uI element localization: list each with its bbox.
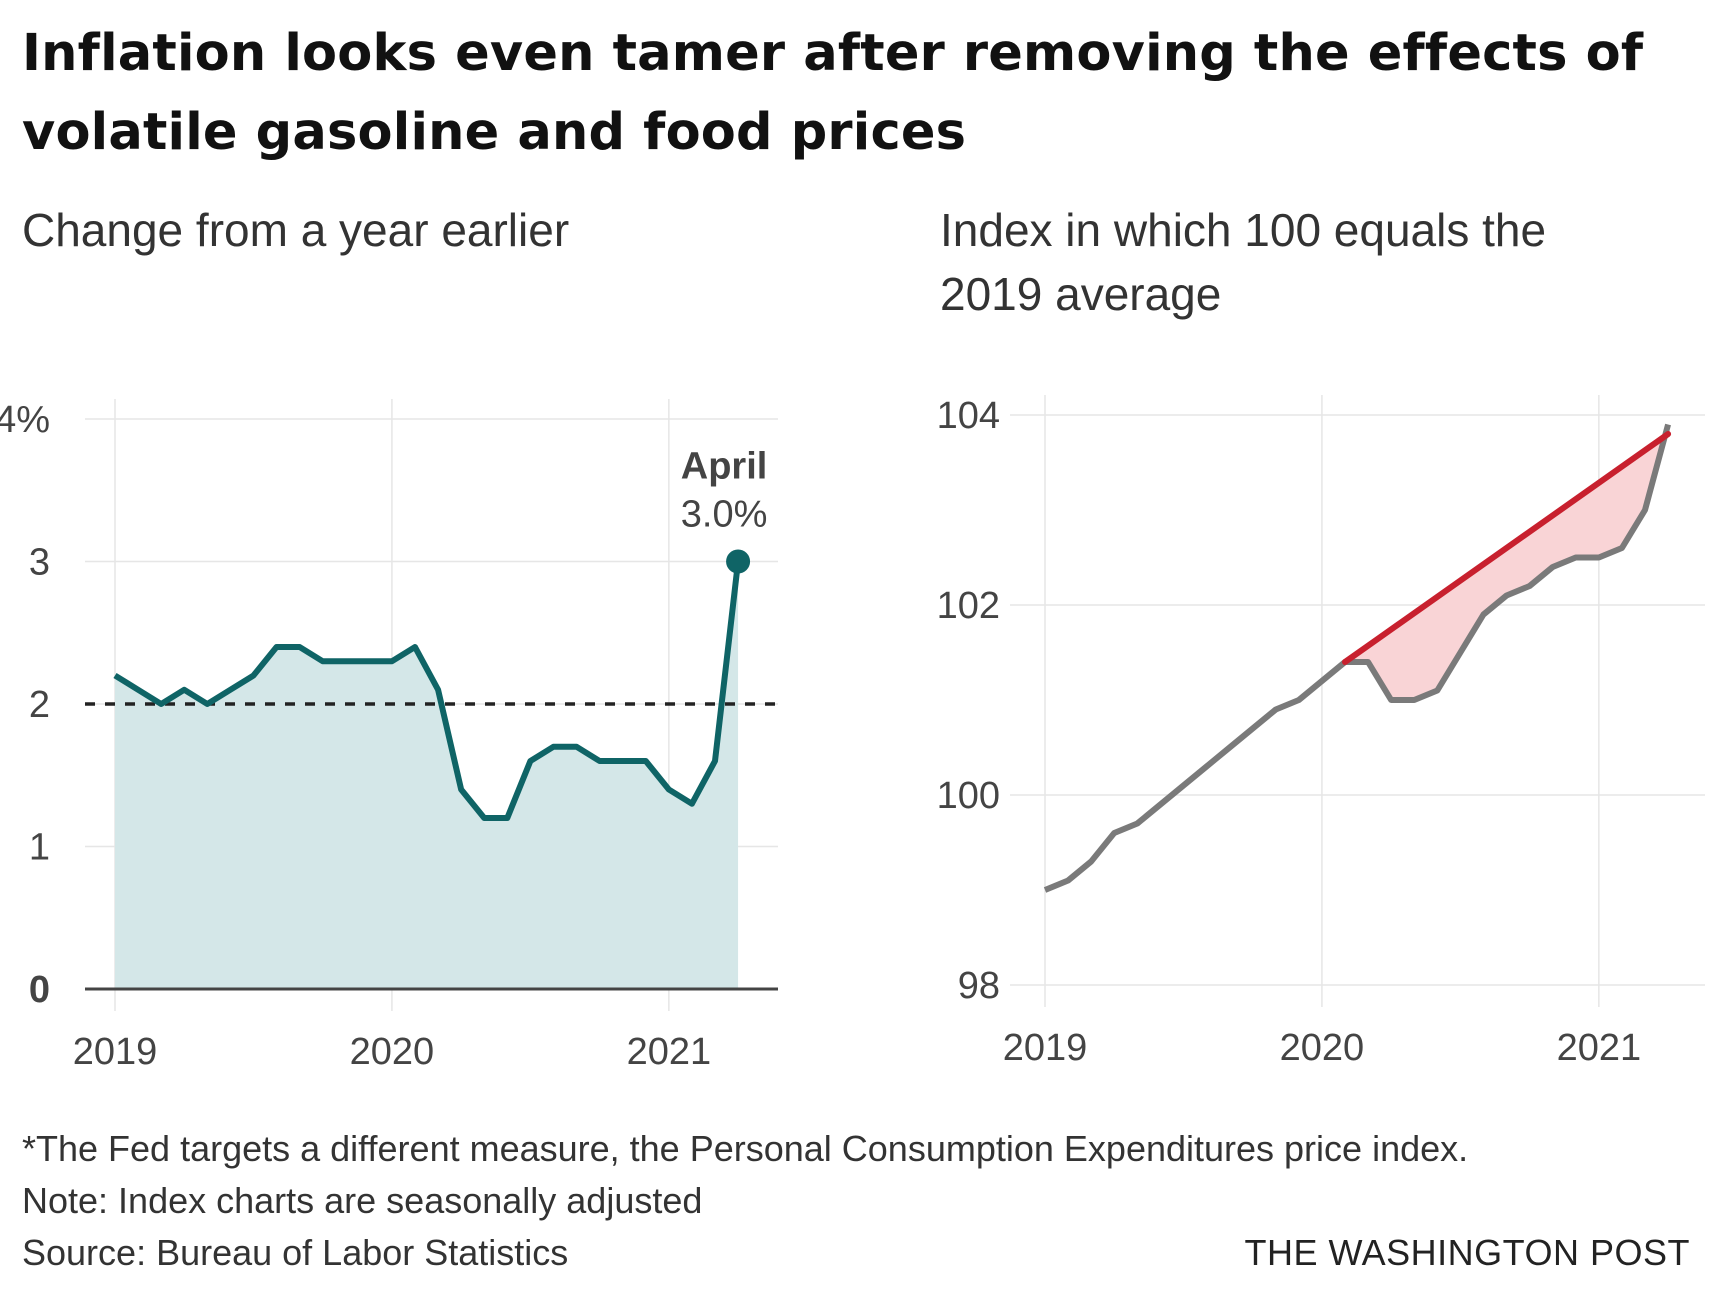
y-tick-label: 98 [958,965,1000,1007]
left-chart: 0 1 2 3 4% 2019 2020 2021 April 3.0% [0,399,778,1073]
annotation-label: April [681,446,768,488]
left-chart-subtitle: Change from a year earlier [22,204,570,256]
y-tick-label: 100 [937,775,1000,817]
x-tick-label: 2019 [1003,1027,1088,1069]
note: Note: Index charts are seasonally adjust… [22,1180,703,1221]
series-line [113,561,742,821]
april-marker [726,549,751,574]
x-tick-label: 2019 [73,1031,158,1073]
footnote: *The Fed targets a different measure, th… [22,1128,1469,1169]
trend-line [1342,431,1672,665]
source: Source: Bureau of Labor Statistics [22,1232,569,1273]
x-tick-label: 2020 [1280,1027,1365,1069]
x-tick-label: 2020 [350,1031,435,1073]
y-tick-label: 3 [29,542,50,584]
right-chart-subtitle: Index in which 100 equals the 2019 avera… [940,204,1547,320]
y-tick-label: 2 [29,684,50,726]
y-tick-label: 104 [937,395,1000,437]
right-chart: 98 100 102 104 2019 2020 2021 [937,395,1705,1069]
annotation-value: 3.0% [681,494,768,536]
y-tick-label: 102 [937,585,1000,627]
publisher-credit: THE WASHINGTON POST [1244,1232,1690,1273]
y-tick-label: 1 [29,827,50,869]
y-tick-label: 4% [0,399,50,441]
x-tick-label: 2021 [1557,1027,1642,1069]
index-line [1043,423,1671,893]
y-tick-label: 0 [29,969,50,1011]
x-tick-label: 2021 [627,1031,712,1073]
chart-title: Inflation looks even tamer after removin… [22,24,1644,162]
area-fill [115,561,739,989]
